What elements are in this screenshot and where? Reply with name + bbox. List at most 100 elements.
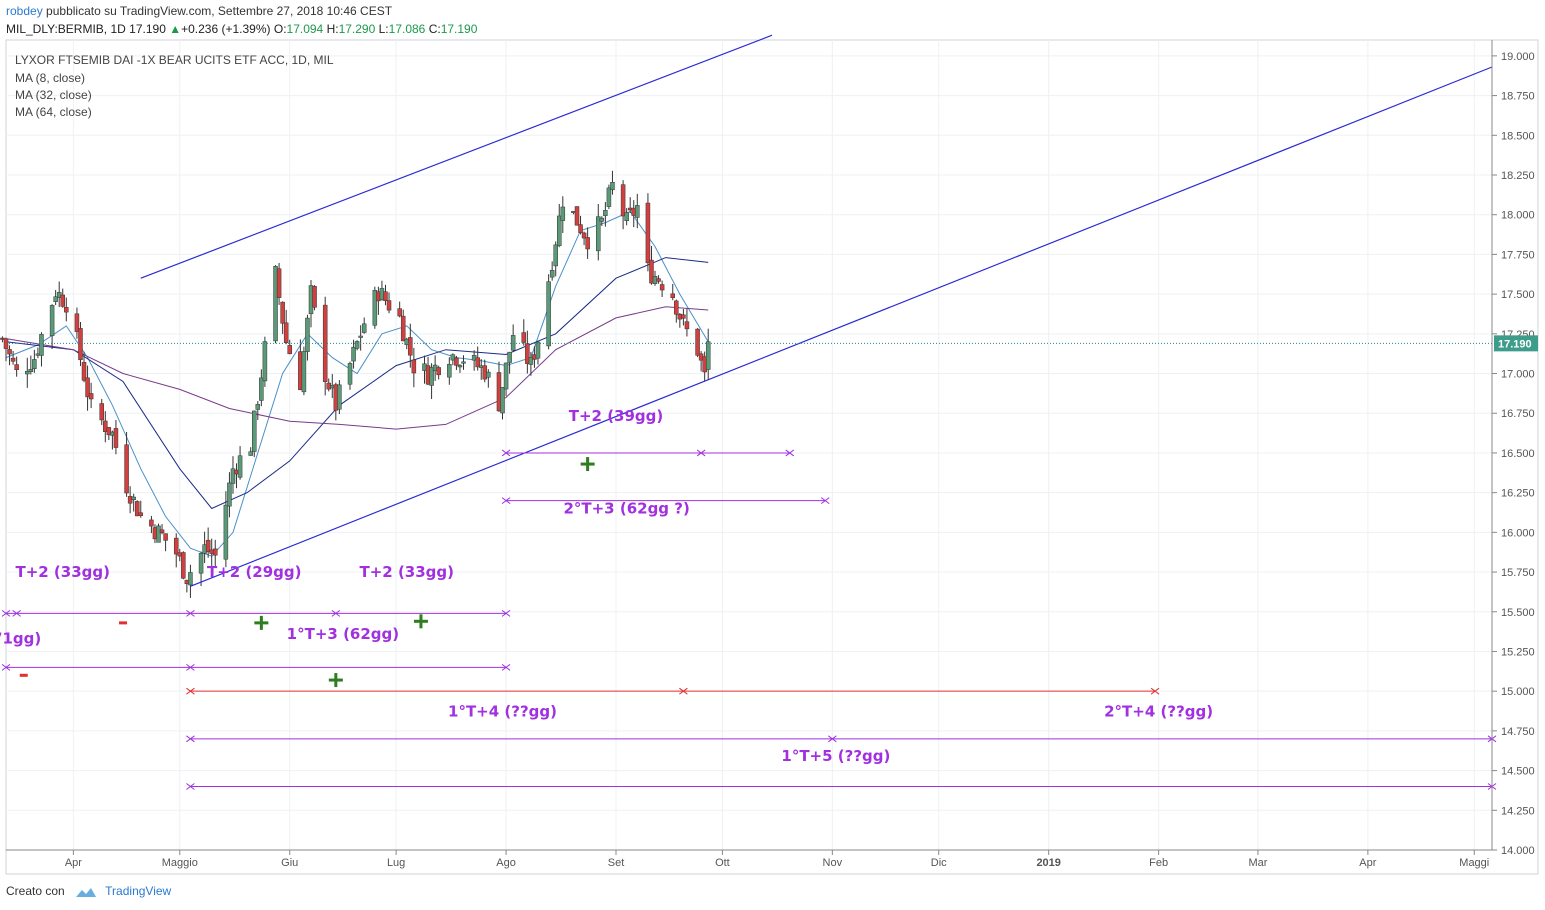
candle-body xyxy=(7,349,12,355)
ohlc-header: MIL_DLY:BERMIB, 1D 17.190 ▲+0.236 (+1.39… xyxy=(6,22,477,36)
candle-body xyxy=(397,308,402,317)
time-tick-label: Maggi xyxy=(1459,857,1489,869)
high-label: H: xyxy=(326,22,339,36)
annotations[interactable]: T+2 (39gg) 2°T+3 (62gg ?) T+2 (33gg) T+2 (2… xyxy=(0,407,1213,765)
tradingview-link[interactable]: TradingView xyxy=(105,884,172,898)
candle-body xyxy=(670,293,675,298)
range-lines[interactable] xyxy=(1,449,1497,790)
ma-line-32 xyxy=(5,257,709,510)
candle-body xyxy=(85,377,90,398)
candle-body xyxy=(149,519,154,527)
annotation-label: T+2 (33gg) xyxy=(15,563,110,581)
candle-body xyxy=(131,496,136,500)
candle-body xyxy=(574,206,580,226)
legend-ma64: MA (64, close) xyxy=(15,105,92,119)
candle-body xyxy=(237,455,243,478)
time-tick-label: Dic xyxy=(931,857,947,869)
candle-body xyxy=(337,384,342,410)
range-arrow xyxy=(700,449,706,457)
candle-body xyxy=(578,224,583,233)
author-link[interactable]: robdey xyxy=(6,4,43,18)
annotation-label: 2°T+3 (62gg ?) xyxy=(563,499,689,517)
candle-body xyxy=(450,354,456,361)
price-tick-label: 14.750 xyxy=(1501,726,1535,738)
candle-body xyxy=(10,357,16,362)
time-axis[interactable]: Apr Maggio Giu Lug Ago Set Ott Nov Dic 2019 Feb Mar… xyxy=(6,849,1492,869)
candle-body xyxy=(620,184,626,217)
candle-body xyxy=(74,313,80,332)
candle-body xyxy=(39,334,44,356)
candle-body xyxy=(305,317,310,352)
low-label: L: xyxy=(378,22,389,36)
time-tick-label: Set xyxy=(608,857,625,869)
close-label: C: xyxy=(428,22,441,36)
candle-body xyxy=(546,281,551,347)
legend-ma8: MA (8, close) xyxy=(15,71,85,85)
price-tick-label: 18.000 xyxy=(1501,210,1535,222)
change-arrow-icon: ▲ xyxy=(169,22,182,36)
range-arrow xyxy=(505,449,511,457)
candle-body xyxy=(557,215,562,247)
open-label: O: xyxy=(273,22,287,36)
candle-body xyxy=(276,268,282,298)
candle-body xyxy=(287,345,292,355)
candle-body xyxy=(248,451,253,456)
range-arrow xyxy=(189,663,195,671)
legend-title: LYXOR FTSEMIB DAI -1X BEAR UCITS ETF ACC… xyxy=(15,53,334,67)
last-price: 17.190 xyxy=(129,22,166,36)
candle-body xyxy=(283,322,289,343)
price-chart[interactable]: T+2 (39gg) 2°T+3 (62gg ?) T+2 (33gg) T+2 (2… xyxy=(0,0,1545,880)
price-axis[interactable]: 19.000 18.750 18.500 18.250 18.000 17.750 17.5… xyxy=(1491,40,1538,857)
candle-body xyxy=(301,351,307,393)
ma-line-64 xyxy=(5,306,709,430)
time-tick-label: Apr xyxy=(65,857,82,869)
ma-line-8 xyxy=(5,210,709,557)
candle-body xyxy=(386,300,392,311)
time-tick-label: Ago xyxy=(496,857,516,869)
candle-body xyxy=(372,289,378,326)
range-arrow xyxy=(831,735,837,743)
price-tick-label: 17.000 xyxy=(1501,369,1535,381)
candle-body xyxy=(560,206,566,221)
trendlines[interactable] xyxy=(6,34,1493,587)
candle-body xyxy=(599,217,605,222)
candle-body xyxy=(549,269,555,278)
candle-body xyxy=(645,202,651,264)
annotation-label: 2°T+4 (??gg) xyxy=(1104,703,1213,721)
candle-body xyxy=(486,371,491,378)
annotation-label: T+2 (39gg) xyxy=(569,407,664,425)
range-arrow xyxy=(1491,783,1497,790)
candle-body xyxy=(656,278,661,282)
candle-body xyxy=(681,314,686,319)
price-tick-label: 15.000 xyxy=(1501,686,1535,698)
candle-body xyxy=(113,428,119,448)
price-tick-label: 17.750 xyxy=(1501,249,1535,261)
annotation-label: 1°T+4 (??gg) xyxy=(448,703,557,721)
candle-body xyxy=(88,393,94,400)
candle-body xyxy=(553,244,558,267)
candle-body xyxy=(138,512,144,516)
range-arrow xyxy=(788,449,795,457)
candle-body xyxy=(103,420,108,432)
price-tick-label: 19.000 xyxy=(1501,51,1535,63)
footer: Creato con TradingView xyxy=(6,884,171,898)
created-with: Creato con xyxy=(6,884,65,898)
candle-body xyxy=(695,328,700,356)
range-arrow xyxy=(189,735,195,743)
candle-body xyxy=(503,362,509,390)
annotation-label: 71gg) xyxy=(0,630,41,648)
price-tick-label: 16.250 xyxy=(1501,488,1535,500)
range-arrow xyxy=(5,609,11,617)
candle-body xyxy=(610,181,615,191)
candle-body xyxy=(408,337,413,356)
range-arrow xyxy=(505,663,511,671)
time-tick-label: Maggio xyxy=(162,857,198,869)
low-value: 17.086 xyxy=(388,22,426,36)
range-arrow xyxy=(682,687,688,695)
price-tick-label: 14.500 xyxy=(1501,766,1535,778)
range-arrow xyxy=(189,609,195,617)
candle-body xyxy=(521,332,527,343)
chart-frame xyxy=(5,39,1539,875)
candle-body xyxy=(198,553,204,574)
candle-body xyxy=(507,351,512,363)
